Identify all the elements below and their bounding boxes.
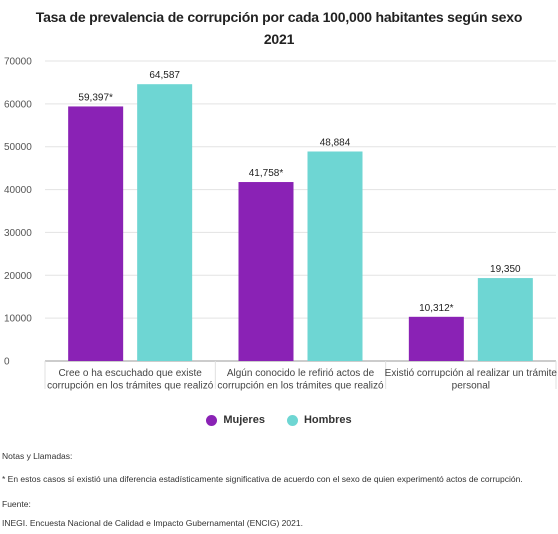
x-tick-label: Cree o ha escuchado que existe [58, 368, 202, 379]
bar-mujeres [408, 316, 464, 361]
notes-text: * En estos casos sí existió una diferenc… [2, 474, 523, 484]
y-tick-label: 40000 [4, 185, 32, 196]
bar-mujeres [238, 182, 294, 361]
y-tick-label: 0 [4, 357, 10, 368]
x-tick-label: Existió corrupción al realizar un trámit… [385, 368, 558, 379]
chart-subtitle: 2021 [263, 31, 295, 47]
y-tick-label: 10000 [4, 314, 32, 325]
y-tick-label: 30000 [4, 228, 32, 239]
source-text: INEGI. Encuesta Nacional de Calidad e Im… [2, 518, 303, 528]
legend-swatch-hombres [286, 414, 298, 426]
y-tick-label: 20000 [4, 271, 32, 282]
legend-item-mujeres[interactable]: Mujeres [206, 414, 265, 426]
data-label: 19,350 [490, 264, 521, 275]
bar-hombres [477, 278, 533, 361]
x-tick-label: personal [452, 381, 490, 392]
chart-title: Tasa de prevalencia de corrupción por ca… [35, 9, 523, 25]
data-label: 48,884 [320, 137, 351, 148]
notes-heading: Notas y Llamadas: [2, 451, 73, 461]
data-label: 59,397* [78, 92, 113, 103]
data-label: 41,758* [249, 168, 284, 179]
legend-label-mujeres: Mujeres [223, 414, 265, 426]
bar-hombres [137, 84, 193, 361]
bar-mujeres [68, 106, 124, 361]
y-tick-label: 60000 [4, 99, 32, 110]
y-tick-label: 70000 [4, 57, 32, 68]
bar-chart: 0 10000 20000 30000 40000 50000 60000 70000 59,3… [4, 57, 558, 392]
legend-label-hombres: Hombres [303, 414, 352, 426]
legend-item-hombres[interactable]: Hombres [286, 414, 352, 426]
legend: Mujeres Hombres [0, 414, 558, 426]
y-tick-label: 50000 [4, 142, 32, 153]
data-label: 10,312* [419, 303, 454, 314]
bar-hombres [307, 151, 363, 361]
x-tick-label: Algún conocido le refirió actos de [227, 368, 375, 379]
x-tick-label: corrupción en los trámites que realizó [47, 381, 214, 392]
legend-swatch-mujeres [206, 414, 218, 426]
x-tick-label: corrupción en los trámites que realizó [217, 381, 384, 392]
source-heading: Fuente: [2, 499, 31, 509]
data-label: 64,587 [149, 70, 180, 81]
